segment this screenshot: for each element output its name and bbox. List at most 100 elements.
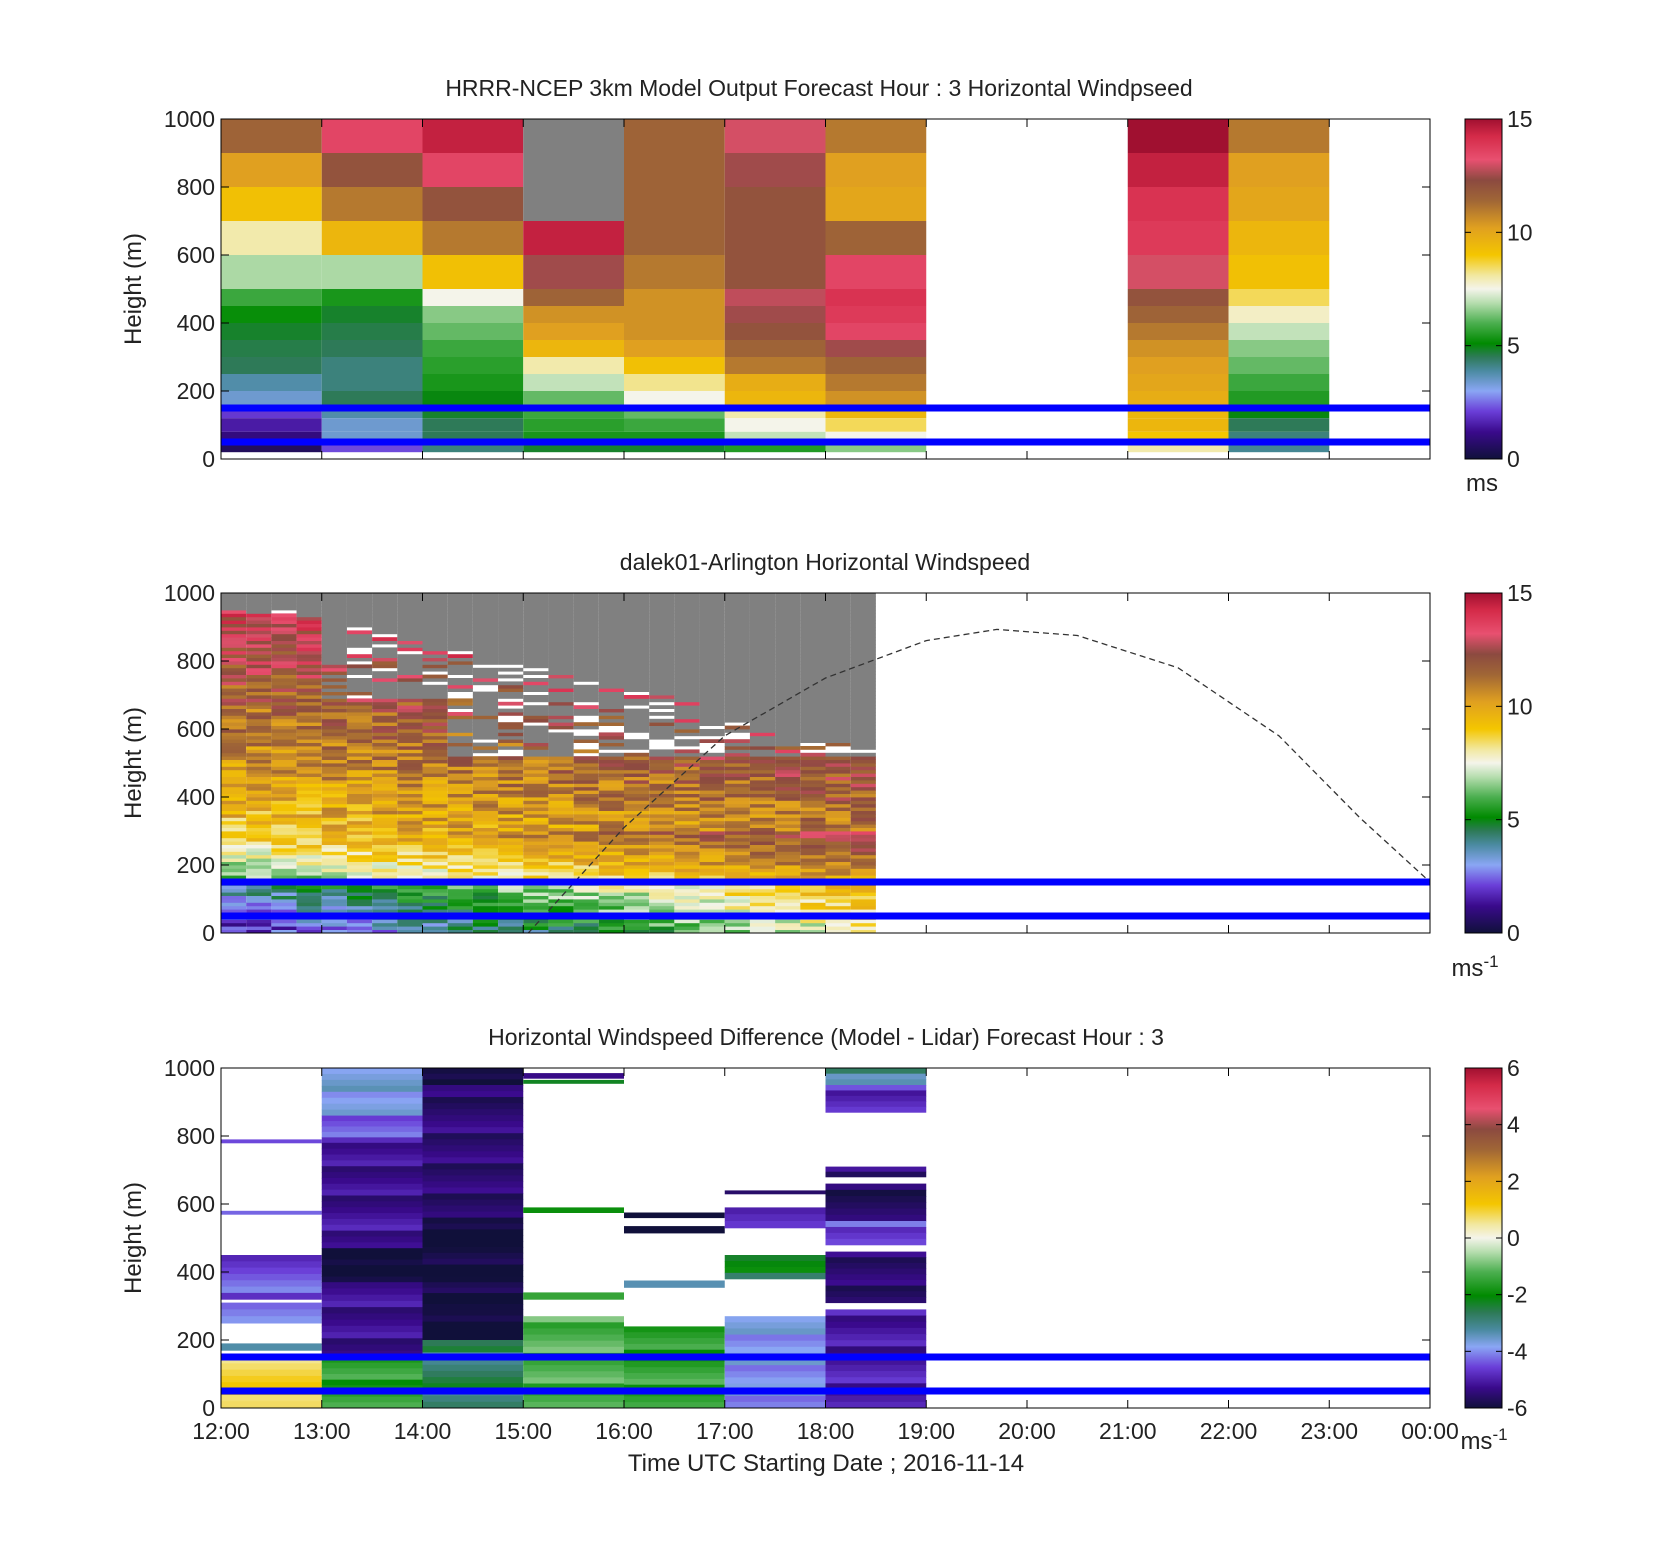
heatmap-cell	[346, 790, 373, 794]
x-tick-label: 12:00	[192, 1418, 250, 1444]
heatmap-cell	[422, 905, 448, 910]
heatmap-cell	[825, 1214, 927, 1222]
heatmap-cell	[296, 613, 322, 618]
heatmap-cell	[296, 657, 322, 662]
heatmap-cell	[649, 603, 675, 607]
heatmap-cell	[221, 418, 322, 432]
heatmap-cell	[523, 929, 549, 934]
heatmap-cell	[548, 637, 574, 641]
heatmap-cell	[397, 712, 423, 716]
heatmap-cell	[699, 814, 725, 818]
heatmap-cell	[523, 640, 549, 645]
heatmap-cell	[346, 742, 373, 747]
heatmap-cell	[573, 814, 599, 818]
heatmap-cell	[346, 654, 373, 658]
heatmap-cell	[372, 848, 398, 852]
heatmap-cell	[724, 909, 750, 913]
heatmap-cell	[624, 895, 650, 900]
heatmap-cell	[1127, 357, 1229, 374]
heatmap-cell	[825, 603, 851, 607]
heatmap-cell	[699, 902, 725, 907]
heatmap-cell	[246, 674, 272, 679]
heatmap-cell	[447, 783, 473, 788]
heatmap-cell	[523, 1377, 624, 1385]
heatmap-cell	[825, 895, 851, 900]
heatmap-cell	[825, 1189, 927, 1197]
heatmap-cell	[548, 627, 574, 631]
heatmap-cell	[472, 885, 499, 890]
heatmap-cell	[246, 644, 272, 648]
heatmap-cell	[573, 875, 599, 879]
heatmap-cell	[498, 613, 524, 618]
heatmap-cell	[649, 756, 675, 760]
heatmap-cell	[649, 817, 675, 822]
heatmap-cell	[321, 119, 423, 153]
heatmap-cell	[674, 888, 700, 893]
heatmap-cell	[346, 732, 373, 737]
heatmap-cell	[271, 752, 297, 757]
heatmap-cell	[699, 661, 725, 665]
heatmap-cell	[346, 722, 373, 726]
heatmap-cell	[598, 722, 624, 726]
heatmap-cell	[624, 613, 650, 618]
heatmap-cell	[548, 759, 574, 764]
heatmap-cell	[624, 596, 650, 601]
heatmap-cell	[422, 817, 448, 822]
heatmap-cell	[321, 418, 423, 432]
heatmap-cell	[699, 871, 725, 876]
heatmap-cell	[825, 858, 851, 862]
heatmap-cell	[825, 667, 851, 672]
heatmap-cell	[321, 599, 347, 604]
heatmap-cell	[598, 637, 624, 641]
heatmap-cell	[624, 1326, 725, 1333]
heatmap-cell	[372, 790, 398, 794]
heatmap-cell	[372, 926, 398, 930]
heatmap-cell	[724, 1340, 826, 1348]
heatmap-cell	[296, 698, 322, 703]
heatmap-cell	[749, 909, 776, 913]
heatmap-cell	[573, 820, 599, 825]
heatmap-cell	[674, 610, 700, 614]
heatmap-cell	[598, 684, 624, 689]
heatmap-cell	[296, 681, 322, 686]
heatmap-cell	[271, 776, 297, 781]
heatmap-cell	[523, 418, 624, 432]
heatmap-cell	[472, 858, 499, 862]
heatmap-cell	[649, 678, 675, 682]
heatmap-cell	[372, 742, 398, 747]
heatmap-cell	[775, 610, 801, 614]
heatmap-cell	[598, 780, 624, 784]
panel-lidar-colorbar-unit: ms-1	[1451, 952, 1498, 983]
heatmap-cell	[775, 899, 801, 903]
heatmap-cell	[372, 858, 398, 862]
heatmap-cell	[246, 681, 272, 686]
heatmap-cell	[221, 865, 247, 869]
heatmap-cell	[523, 657, 549, 662]
heatmap-cell	[523, 1334, 624, 1342]
heatmap-cell	[800, 776, 826, 781]
heatmap-cell	[246, 729, 272, 733]
heatmap-cell	[548, 616, 574, 621]
heatmap-cell	[850, 732, 876, 737]
heatmap-cell	[775, 664, 801, 669]
heatmap-cell	[221, 1363, 322, 1371]
heatmap-cell	[825, 418, 927, 432]
heatmap-cell	[598, 681, 624, 686]
heatmap-cell	[523, 637, 549, 641]
heatmap-cell	[321, 1148, 423, 1156]
heatmap-cell	[749, 820, 776, 825]
heatmap-cell	[296, 902, 322, 907]
y-tick-label: 600	[177, 242, 215, 268]
heatmap-cell	[372, 875, 398, 879]
heatmap-cell	[447, 684, 473, 689]
heatmap-cell	[699, 637, 725, 641]
y-tick-label: 0	[202, 1395, 215, 1421]
heatmap-cell	[321, 909, 347, 913]
heatmap-cell	[422, 1287, 524, 1294]
heatmap-cell	[850, 633, 876, 638]
heatmap-cell	[800, 681, 826, 686]
heatmap-cell	[825, 780, 851, 784]
heatmap-cell	[749, 715, 776, 720]
heatmap-cell	[850, 929, 876, 934]
heatmap-cell	[221, 610, 247, 614]
